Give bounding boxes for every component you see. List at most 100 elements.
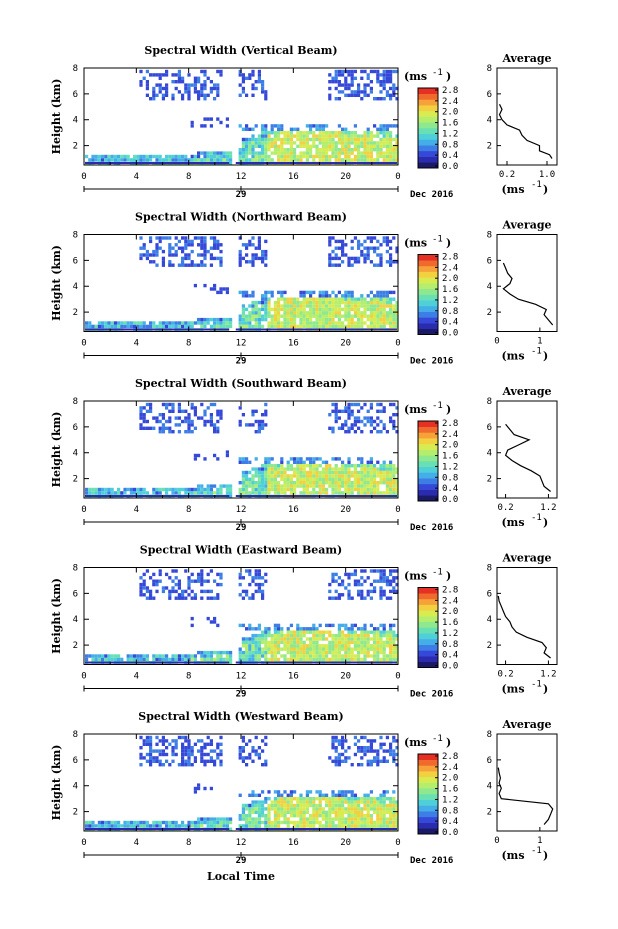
heatmap-cell — [328, 797, 332, 801]
heatmap-cell — [366, 814, 370, 818]
heatmap-cell — [174, 742, 178, 746]
heatmap-cell — [337, 644, 341, 648]
heatmap-cell — [350, 294, 354, 298]
heatmap-cell — [213, 246, 217, 250]
heatmap-cell — [107, 487, 111, 492]
heatmap-cell — [264, 137, 268, 142]
heatmap-cell — [257, 243, 261, 247]
heatmap-cell — [341, 647, 345, 651]
heatmap-cell — [392, 124, 396, 128]
heatmap-cell — [261, 582, 265, 587]
heatmap-cell — [395, 589, 399, 594]
heatmap-cell — [376, 579, 380, 583]
heatmap-cell — [254, 154, 258, 159]
heatmap-cell — [283, 637, 287, 641]
heatmap-cell — [369, 324, 373, 329]
heatmap-cell — [305, 627, 309, 631]
heatmap-cell — [325, 810, 329, 814]
heatmap-cell — [171, 253, 175, 257]
heatmap-cell — [139, 246, 143, 250]
heatmap-cell — [213, 657, 217, 662]
heatmap-cell — [245, 457, 249, 461]
heatmap-cell — [347, 324, 351, 329]
heatmap-cell — [382, 239, 386, 244]
heatmap-cell — [254, 137, 258, 142]
heatmap-cell — [264, 470, 268, 475]
heatmap-cell — [136, 654, 140, 658]
heatmap-cell — [139, 406, 143, 410]
heatmap-cell — [392, 69, 396, 74]
heatmap-cell — [257, 151, 261, 155]
heatmap-cell — [366, 633, 370, 638]
average-unit-close: ) — [543, 350, 548, 363]
heatmap-cell — [280, 793, 284, 797]
heatmap-cell — [379, 633, 383, 638]
heatmap-cell — [254, 474, 258, 478]
heatmap-cell — [190, 752, 194, 757]
heatmap-cell — [264, 314, 268, 318]
heatmap-cell — [254, 749, 258, 753]
heatmap-cell — [289, 481, 293, 485]
heatmap-cell — [184, 752, 188, 757]
heatmap-cell — [341, 158, 345, 162]
heatmap-cell — [376, 484, 380, 488]
x-tick-label: 0 — [395, 505, 400, 515]
heatmap-cell — [366, 314, 370, 318]
heatmap-cell — [373, 650, 377, 655]
heatmap-cell — [296, 647, 300, 651]
heatmap-cell — [213, 759, 217, 763]
heatmap-cell — [344, 430, 348, 434]
heatmap-cell — [382, 324, 386, 329]
average-y-tick-label: 8 — [487, 397, 492, 407]
average-y-tick-label: 4 — [487, 116, 492, 126]
heatmap-cell — [382, 83, 386, 87]
heatmap-cell — [385, 579, 389, 583]
x-tick-label: 0 — [395, 339, 400, 349]
heatmap-cell — [353, 803, 357, 808]
heatmap-cell — [129, 824, 133, 828]
heatmap-cell — [325, 477, 329, 481]
heatmap-cell — [315, 790, 319, 794]
heatmap-cell — [241, 413, 245, 417]
heatmap-cell — [379, 589, 383, 594]
heatmap-cell — [267, 311, 271, 315]
heatmap-cell — [251, 759, 255, 763]
heatmap-cell — [145, 752, 149, 757]
heatmap-cell — [213, 749, 217, 753]
heatmap-cell — [161, 416, 165, 420]
heatmap-cell — [139, 69, 143, 74]
heatmap-cell — [344, 810, 348, 814]
heatmap-cell — [203, 86, 207, 91]
y-tick-label: 4 — [73, 116, 78, 126]
heatmap-cell — [347, 297, 351, 301]
heatmap-cell — [257, 317, 261, 322]
heatmap-cell — [382, 589, 386, 594]
heatmap-cell — [251, 93, 255, 97]
heatmap-cell — [328, 86, 332, 91]
heatmap-cell — [209, 650, 213, 655]
heatmap-cell — [174, 158, 178, 162]
heatmap-cell — [283, 633, 287, 638]
heatmap-cell — [369, 90, 373, 94]
heatmap-cell — [382, 97, 386, 101]
heatmap-cell — [389, 311, 393, 315]
heatmap-cell — [309, 650, 313, 655]
heatmap-cell — [299, 470, 303, 475]
heatmap-cell — [328, 93, 332, 97]
heatmap-cell — [206, 616, 210, 621]
heatmap-cell — [350, 487, 354, 492]
heatmap-cell — [392, 752, 396, 757]
heatmap-cell — [206, 759, 210, 763]
heatmap-cell — [91, 657, 95, 662]
heatmap-cell — [187, 752, 191, 757]
heatmap-cell — [347, 491, 351, 495]
heatmap-cell — [254, 572, 258, 577]
heatmap-cell — [251, 487, 255, 492]
heatmap-cell — [241, 80, 245, 84]
heatmap-cell — [299, 807, 303, 811]
heatmap-cell — [158, 759, 162, 763]
heatmap-cell — [229, 151, 233, 155]
heatmap-cell — [328, 253, 332, 257]
heatmap-cell — [257, 800, 261, 804]
heatmap-cell — [337, 314, 341, 318]
